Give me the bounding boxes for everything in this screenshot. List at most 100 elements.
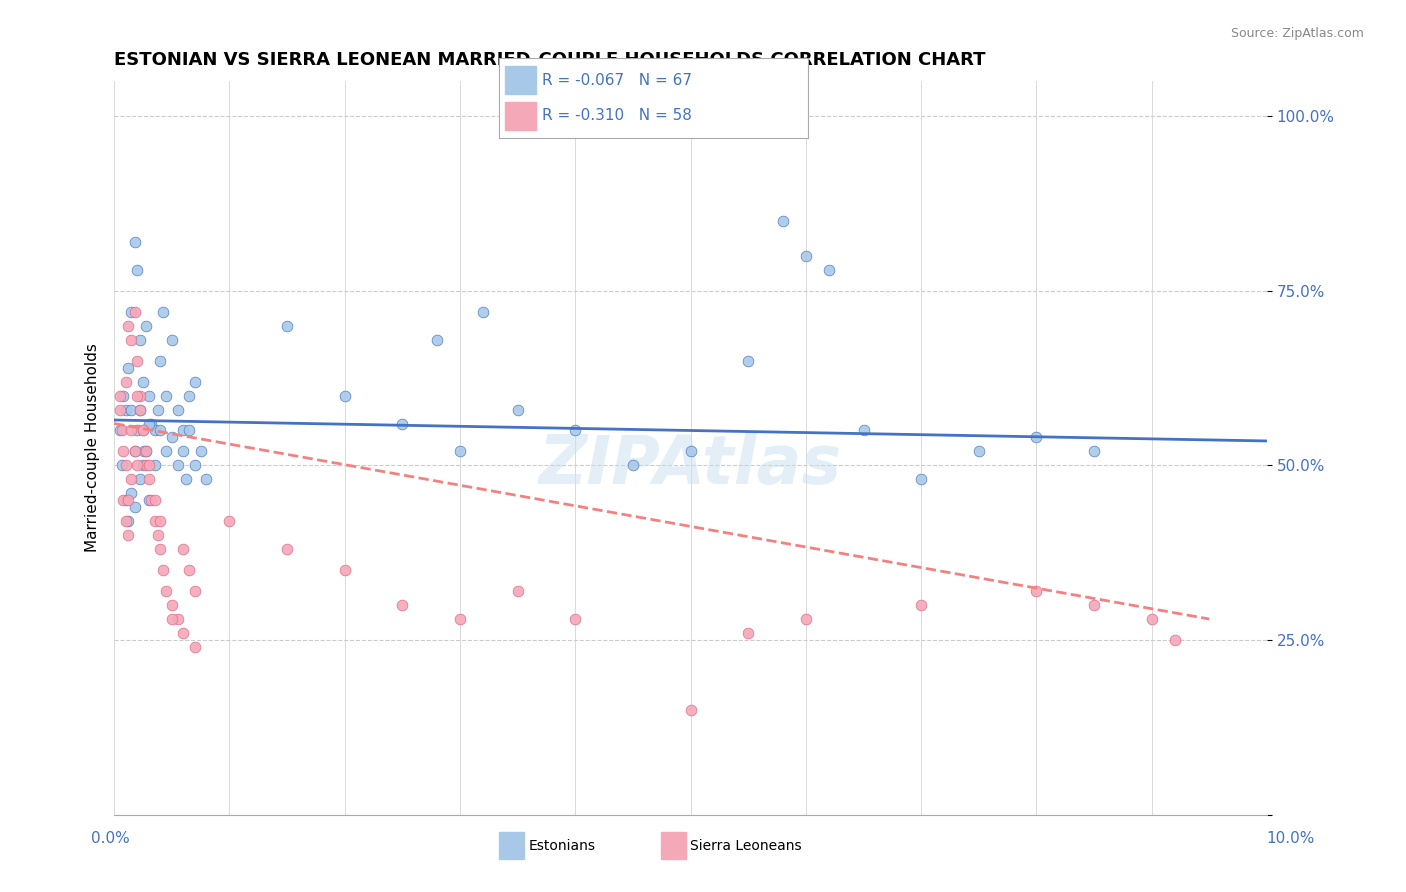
Point — [149, 514, 172, 528]
Point — [160, 333, 183, 347]
Point — [155, 388, 177, 402]
Point — [276, 542, 298, 557]
Point — [108, 402, 131, 417]
Point — [124, 444, 146, 458]
Point — [172, 626, 194, 640]
Point — [121, 424, 143, 438]
Point — [184, 458, 207, 473]
Point — [139, 417, 162, 431]
Point — [184, 640, 207, 654]
Point — [132, 424, 155, 438]
Point — [276, 318, 298, 333]
Point — [121, 333, 143, 347]
Point — [128, 402, 150, 417]
Point — [121, 402, 143, 417]
Point — [128, 333, 150, 347]
Point — [1140, 612, 1163, 626]
Point — [506, 584, 529, 599]
Point — [143, 458, 166, 473]
Point — [172, 542, 194, 557]
Point — [127, 263, 149, 277]
Point — [179, 563, 201, 577]
Point — [772, 214, 794, 228]
Point — [166, 458, 188, 473]
Point — [135, 444, 157, 458]
Point — [174, 472, 197, 486]
Point — [737, 353, 759, 368]
Point — [135, 318, 157, 333]
Text: 0.0%: 0.0% — [91, 831, 131, 846]
Point — [127, 388, 149, 402]
Point — [967, 444, 990, 458]
Point — [132, 458, 155, 473]
Point — [794, 612, 817, 626]
Point — [166, 402, 188, 417]
Text: Source: ZipAtlas.com: Source: ZipAtlas.com — [1230, 27, 1364, 40]
Point — [149, 353, 172, 368]
Point — [128, 388, 150, 402]
Point — [111, 424, 134, 438]
Point — [124, 444, 146, 458]
Point — [139, 493, 162, 508]
Point — [117, 514, 139, 528]
Point — [852, 424, 875, 438]
Point — [138, 472, 160, 486]
Point — [146, 402, 169, 417]
Point — [152, 305, 174, 319]
Point — [138, 417, 160, 431]
Point — [166, 612, 188, 626]
Point — [449, 612, 471, 626]
Bar — [499, 832, 524, 859]
Point — [160, 598, 183, 612]
Point — [135, 444, 157, 458]
Point — [160, 612, 183, 626]
Point — [737, 626, 759, 640]
Point — [794, 249, 817, 263]
Point — [128, 472, 150, 486]
Text: ZIPAtlas: ZIPAtlas — [538, 433, 842, 499]
Point — [128, 402, 150, 417]
Point — [124, 305, 146, 319]
Point — [1083, 598, 1105, 612]
Y-axis label: Married-couple Households: Married-couple Households — [86, 343, 100, 552]
Point — [138, 493, 160, 508]
Text: 10.0%: 10.0% — [1267, 831, 1315, 846]
Point — [138, 458, 160, 473]
Bar — [661, 832, 686, 859]
Point — [121, 486, 143, 500]
Point — [1025, 430, 1047, 444]
Point — [124, 500, 146, 515]
Point — [112, 493, 135, 508]
Point — [127, 353, 149, 368]
Point — [117, 360, 139, 375]
Point — [910, 598, 932, 612]
Point — [391, 417, 413, 431]
Point — [218, 514, 240, 528]
Point — [190, 444, 212, 458]
Point — [184, 584, 207, 599]
Point — [160, 430, 183, 444]
Point — [143, 424, 166, 438]
Point — [679, 703, 702, 717]
Point — [155, 584, 177, 599]
Point — [506, 402, 529, 417]
Point — [179, 388, 201, 402]
Point — [184, 375, 207, 389]
Point — [146, 528, 169, 542]
Text: Estonians: Estonians — [529, 838, 596, 853]
Point — [112, 444, 135, 458]
Point — [114, 458, 136, 473]
Point — [679, 444, 702, 458]
Point — [127, 458, 149, 473]
Point — [114, 402, 136, 417]
Point — [426, 333, 449, 347]
Point — [111, 458, 134, 473]
Point — [117, 528, 139, 542]
Point — [564, 612, 586, 626]
Point — [172, 424, 194, 438]
Point — [818, 263, 841, 277]
Point — [152, 563, 174, 577]
Point — [910, 472, 932, 486]
Point — [564, 424, 586, 438]
Text: ESTONIAN VS SIERRA LEONEAN MARRIED-COUPLE HOUSEHOLDS CORRELATION CHART: ESTONIAN VS SIERRA LEONEAN MARRIED-COUPL… — [114, 51, 986, 69]
